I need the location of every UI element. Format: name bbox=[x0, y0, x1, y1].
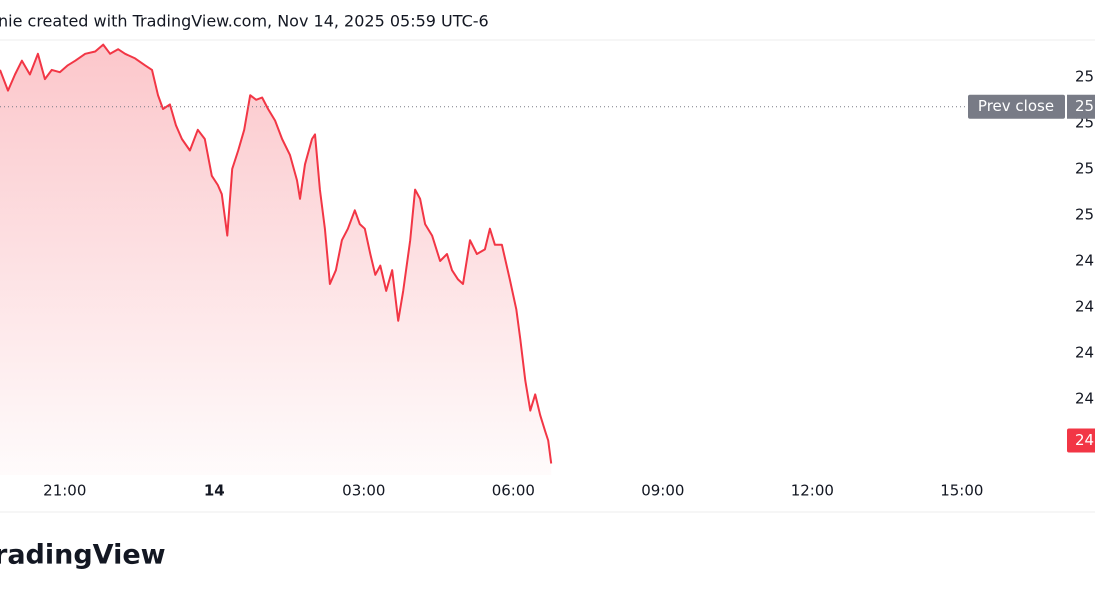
area bbox=[0, 44, 552, 475]
price-line bbox=[0, 43, 553, 464]
y-tick-label: 25 bbox=[1075, 205, 1094, 223]
x-tick-label: 21:00 bbox=[43, 482, 86, 500]
x-tick-label: 06:00 bbox=[492, 482, 535, 500]
y-tick-label: 25 bbox=[1075, 159, 1094, 177]
header-text: nie created with TradingView.com, Nov 14… bbox=[0, 12, 489, 31]
prev-close-value: 25 bbox=[1075, 97, 1094, 115]
y-tick-label: 24 bbox=[1075, 344, 1094, 362]
x-tick-label: 09:00 bbox=[641, 482, 684, 500]
prev-close-badge bbox=[968, 94, 1065, 119]
y-tick-label: 24 bbox=[1075, 251, 1094, 269]
last-price-badge bbox=[1067, 428, 1095, 453]
x-tick-label: 15:00 bbox=[940, 482, 983, 500]
prev-close-text: Prev close bbox=[978, 97, 1054, 115]
logo: radingView bbox=[0, 540, 166, 571]
x-tick-label: 12:00 bbox=[791, 482, 834, 500]
last-price-value: 24 bbox=[1075, 431, 1094, 449]
y-tick-label: 25 bbox=[1075, 67, 1094, 85]
y-tick-label: 24 bbox=[1075, 297, 1094, 315]
x-tick-label: 03:00 bbox=[342, 482, 385, 500]
x-tick-label: 14 bbox=[204, 482, 225, 500]
prev-close-value-badge bbox=[1067, 94, 1095, 119]
y-tick-label: 24 bbox=[1075, 390, 1094, 408]
